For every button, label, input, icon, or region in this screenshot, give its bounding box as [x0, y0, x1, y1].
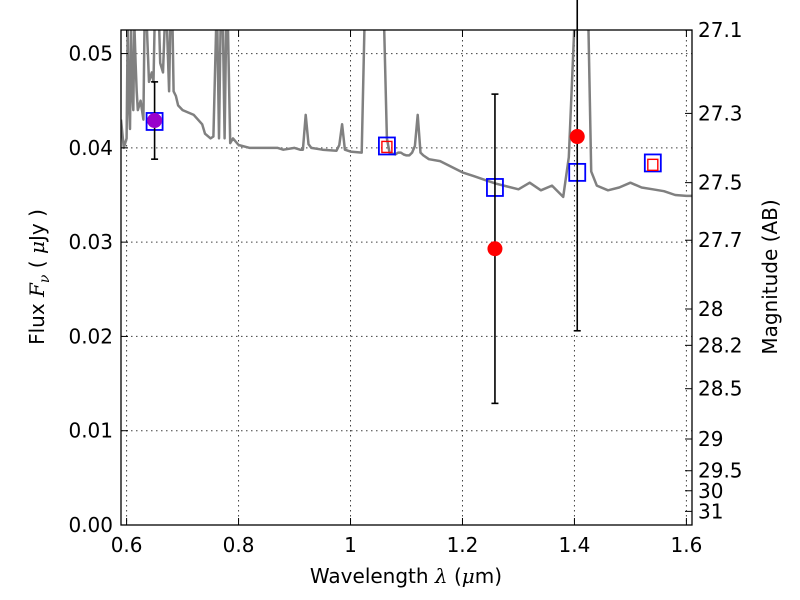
marks-layer [145, 0, 662, 405]
y2-tick-label: 29.5 [698, 459, 743, 483]
model-photometry-square [643, 153, 662, 173]
y2-tick-label: 27.3 [698, 101, 743, 125]
y-tick-label: 0.01 [68, 419, 113, 443]
x-tick-label: 1.2 [447, 533, 479, 557]
observed-flux-point [147, 113, 163, 129]
observed-flux-point [487, 241, 503, 257]
y-tick-label: 0.03 [68, 230, 113, 254]
x-tick-label: 0.6 [111, 533, 143, 557]
spectrum-layer [121, 30, 692, 199]
observed-flux-point [569, 129, 585, 145]
y2-axis-label: Magnitude (AB) [758, 199, 782, 354]
tick-layer: 0.6 0.8 1 1.2 1.4 1.6 0.00 0.01 0.02 0.03 0.04 0.05… [68, 18, 742, 557]
y2-tick-label: 28.5 [698, 377, 743, 401]
y2-tick-label: 27.5 [698, 171, 743, 195]
model-photometry-square [378, 136, 396, 156]
y-tick-label: 0.04 [68, 136, 113, 160]
y2-tick-label: 27.7 [698, 228, 743, 252]
x-tick-label: 1.6 [670, 533, 702, 557]
y-tick-label: 0.00 [68, 513, 113, 537]
x-tick-label: 1.4 [559, 533, 591, 557]
y-tick-label: 0.02 [68, 324, 113, 348]
y2-tick-label: 30 [698, 479, 723, 503]
x-axis-label: Wavelength λ (μm) [310, 564, 502, 588]
upper-limit-square [381, 140, 393, 154]
x-tick-label: 1 [344, 533, 357, 557]
y-axis-label: Flux Fν ( μJy ) [25, 209, 53, 345]
plot-frame [120, 29, 693, 526]
y2-tick-label: 28.2 [698, 333, 743, 357]
y2-tick-label: 28 [698, 297, 723, 321]
spectrum-line [121, 30, 692, 199]
upper-limit-square [647, 158, 659, 172]
y2-tick-label: 27.1 [698, 18, 743, 42]
y2-tick-label: 29 [698, 427, 723, 451]
grid-lines [121, 30, 692, 526]
y-tick-label: 0.05 [68, 42, 113, 66]
x-tick-label: 0.8 [223, 533, 255, 557]
y2-tick-label: 31 [698, 499, 723, 523]
